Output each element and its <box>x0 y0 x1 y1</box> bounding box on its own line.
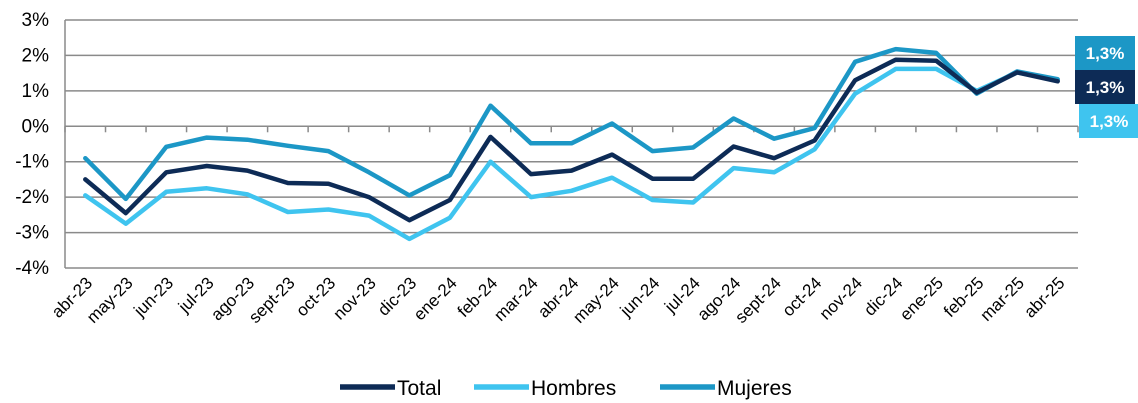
x-tick-label: sept-23 <box>245 273 299 327</box>
y-tick-label: 0% <box>22 116 50 137</box>
x-tick-label: ene-25 <box>896 273 947 324</box>
x-tick-label: mar-24 <box>490 273 542 325</box>
y-tick-label: 2% <box>22 45 50 66</box>
y-tick-label: 1% <box>22 81 50 102</box>
y-tick-label: -4% <box>15 258 49 279</box>
end-label-text-total: 1,3% <box>1086 78 1125 97</box>
x-tick-label: nov-24 <box>816 273 866 323</box>
end-label-text-mujeres: 1,3% <box>1086 44 1125 63</box>
series-line-mujeres <box>83 46 1060 202</box>
axis-layer: 3%2%1%0%-1%-2%-3%-4%abr-23may-23jun-23ju… <box>15 10 1079 327</box>
x-tick-label: mar-25 <box>977 273 1029 325</box>
series-layer <box>83 46 1060 242</box>
series-line-hombres <box>83 66 1060 242</box>
x-tick-label: ene-24 <box>410 273 461 324</box>
legend-label-total: Total <box>397 377 441 400</box>
x-tick-label: jun-24 <box>616 273 664 321</box>
end-label-text-hombres: 1,3% <box>1090 112 1129 131</box>
x-tick-label: may-23 <box>83 273 137 327</box>
end-labels: 1,3% 1,3% 1,3% <box>1075 36 1138 138</box>
x-tick-label: jun-23 <box>130 273 178 321</box>
end-label-badge-total <box>1075 70 1135 104</box>
x-tick-label: abr-25 <box>1020 273 1068 321</box>
x-tick-label: may-24 <box>569 273 623 327</box>
x-tick-label: sept-24 <box>731 273 785 327</box>
y-tick-label: -3% <box>15 223 49 244</box>
x-tick-label: nov-23 <box>330 273 380 323</box>
series-line-total <box>83 57 1060 223</box>
legend-label-mujeres: Mujeres <box>717 377 792 400</box>
grid-layer <box>65 19 1078 269</box>
legend-label-hombres: Hombres <box>531 377 616 400</box>
end-label-badge-hombres <box>1079 104 1138 138</box>
y-tick-label: -2% <box>15 187 49 208</box>
y-tick-label: -1% <box>15 152 49 173</box>
end-label-badge-mujeres <box>1075 36 1135 70</box>
y-tick-label: 3% <box>22 10 50 31</box>
legend: Total Hombres Mujeres <box>340 377 792 400</box>
